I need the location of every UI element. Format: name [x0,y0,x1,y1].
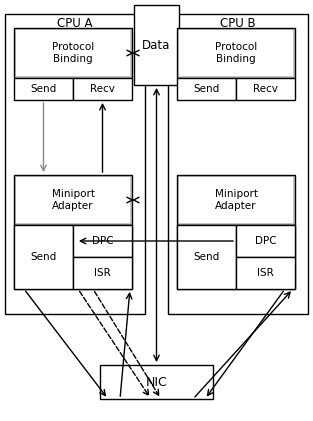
Bar [177,175,295,225]
Text: Data: Data [142,38,171,51]
Bar [179,177,293,223]
Bar [236,257,295,289]
Bar [134,5,179,85]
Text: Send: Send [193,252,220,262]
Bar [14,225,132,289]
Text: Miniport
Adapter: Miniport Adapter [214,189,258,211]
Text: CPU B: CPU B [220,16,256,29]
Bar [177,78,236,100]
Bar [14,175,132,225]
Bar [179,30,293,76]
Text: Send: Send [30,252,57,262]
Bar [73,225,132,257]
Text: Recv: Recv [90,84,115,94]
Text: Recv: Recv [253,84,278,94]
Bar [14,28,132,78]
Text: ISR: ISR [257,268,274,278]
Text: DPC: DPC [92,236,113,246]
Bar [5,14,145,314]
Bar [73,257,132,289]
Bar [16,177,130,223]
Text: Send: Send [30,84,57,94]
Bar [100,365,213,399]
Bar [73,78,132,100]
Bar [14,225,73,289]
Bar [14,78,73,100]
Text: DPC: DPC [255,236,276,246]
Text: Miniport
Adapter: Miniport Adapter [52,189,95,211]
Bar [177,28,295,78]
Text: Protocol
Binding: Protocol Binding [52,42,94,64]
Bar [168,14,308,314]
Text: Send: Send [193,84,220,94]
Text: Protocol
Binding: Protocol Binding [215,42,257,64]
Text: CPU A: CPU A [57,16,93,29]
Text: NIC: NIC [146,376,167,389]
Bar [236,78,295,100]
Bar [236,225,295,257]
Text: ISR: ISR [94,268,111,278]
Bar [16,30,130,76]
Bar [177,225,236,289]
Bar [177,225,295,289]
